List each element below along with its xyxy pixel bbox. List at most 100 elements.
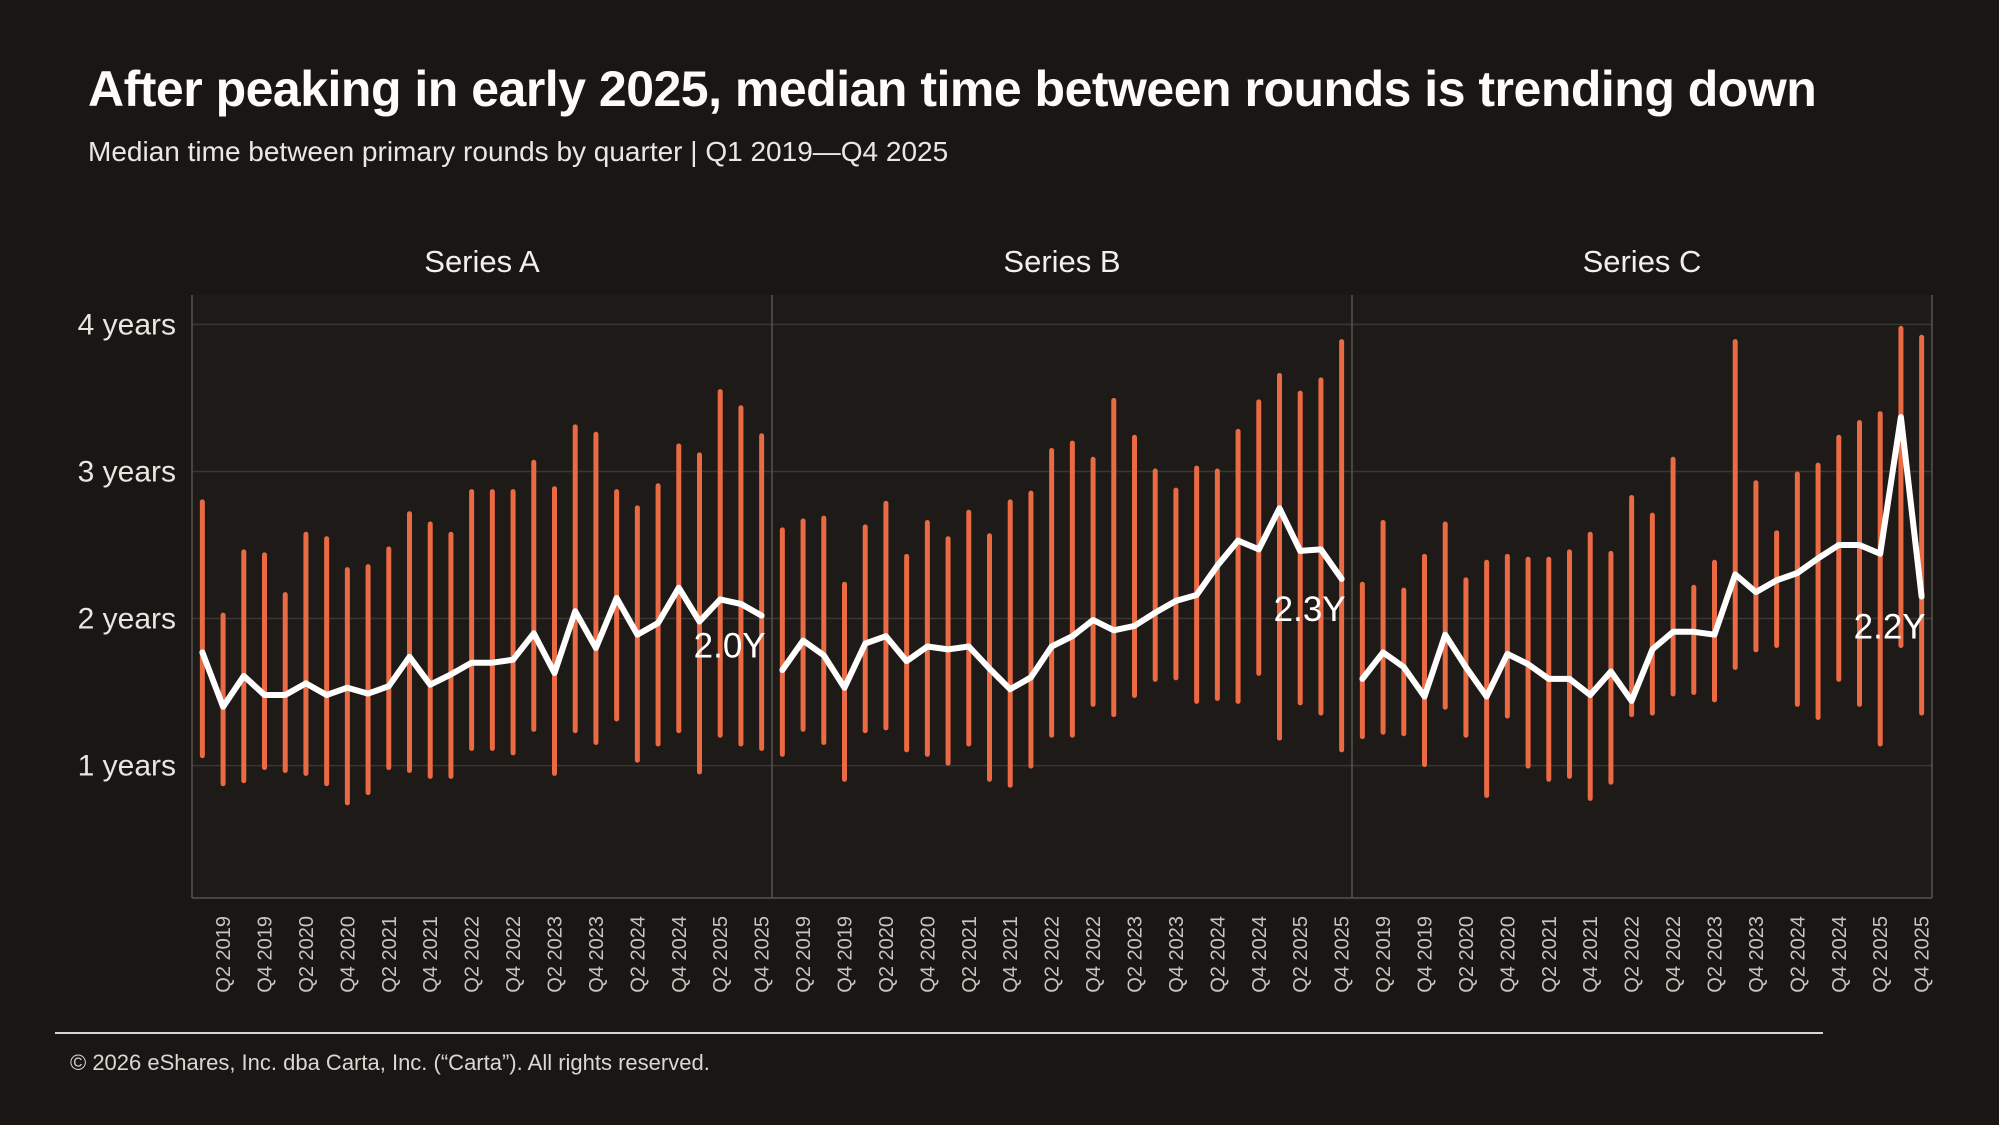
x-axis-tick-label: Q4 2020: [337, 916, 359, 993]
range-bar: [1670, 456, 1676, 697]
x-axis-tick-label: Q4 2025: [1332, 916, 1354, 993]
range-bar: [1898, 325, 1904, 648]
range-bar: [1919, 334, 1925, 716]
median-line: [779, 505, 1345, 693]
range-bar: [1422, 553, 1427, 768]
x-axis-tick-label: Q4 2020: [1497, 916, 1519, 993]
range-bar: [800, 518, 806, 732]
range-bar: [199, 499, 205, 759]
range-bar: [697, 452, 702, 775]
x-axis-tick-label: Q4 2023: [586, 916, 608, 993]
x-axis-tick-label: Q4 2023: [1746, 916, 1768, 993]
x-axis-tick-label: Q4 2022: [1663, 916, 1685, 993]
x-axis-tick-label: Q4 2023: [1166, 916, 1188, 993]
range-bar: [1567, 549, 1572, 779]
y-axis-tick-label: 3 years: [78, 455, 176, 488]
range-bar: [738, 405, 744, 747]
range-bar: [1691, 584, 1697, 696]
y-axis-tick-label: 4 years: [78, 308, 176, 341]
x-axis-tick-label: Q4 2022: [1083, 916, 1105, 993]
x-axis-tick-label: Q4 2022: [503, 916, 525, 993]
x-axis-tick-label: Q2 2019: [1373, 916, 1395, 993]
range-bar: [1774, 530, 1780, 648]
range-bar: [1857, 420, 1862, 707]
range-bar: [489, 489, 495, 751]
end-value-annotation: 2.3Y: [1274, 590, 1346, 629]
x-axis-tick-label: Q2 2019: [793, 916, 815, 993]
median-line: [1359, 414, 1925, 704]
range-bar: [1277, 372, 1282, 741]
x-axis-tick-label: Q4 2024: [1249, 916, 1271, 993]
footer-divider: [55, 1032, 1823, 1034]
range-bar: [365, 564, 371, 796]
range-bar: [448, 531, 454, 779]
range-bar: [1877, 411, 1883, 747]
range-bar: [655, 483, 661, 747]
range-bar: [572, 424, 578, 734]
x-axis-tick-label: Q4 2025: [1912, 916, 1934, 993]
range-bar: [1484, 559, 1490, 798]
range-bar: [1546, 556, 1552, 782]
range-bar: [1090, 456, 1096, 707]
range-bar: [1401, 587, 1407, 737]
plot-background: [192, 295, 1932, 898]
x-axis-tick-label: Q2 2024: [1787, 916, 1809, 993]
x-axis-tick-label: Q4 2024: [1829, 916, 1851, 993]
x-axis-tick-label: Q2 2024: [627, 916, 649, 993]
range-bar: [427, 521, 433, 779]
range-bar: [717, 389, 723, 738]
range-bar: [1794, 471, 1800, 707]
range-bar: [1359, 581, 1365, 740]
x-axis-tick-label: Q2 2021: [1539, 916, 1561, 993]
range-bar: [262, 552, 267, 771]
range-bar: [1194, 465, 1200, 704]
range-bar: [883, 500, 889, 731]
x-axis-tick-label: Q2 2021: [959, 916, 981, 993]
range-bar: [1608, 550, 1614, 785]
range-bar: [1214, 468, 1220, 701]
range-bar: [1007, 499, 1013, 788]
x-axis-tick-label: Q2 2022: [462, 916, 484, 993]
x-axis-tick-label: Q2 2021: [379, 916, 401, 993]
page-title: After peaking in early 2025, median time…: [88, 61, 1817, 117]
x-axis-tick-label: Q2 2020: [1456, 916, 1478, 993]
range-bar: [966, 509, 972, 747]
range-bar: [1339, 339, 1345, 753]
x-axis-tick-label: Q4 2019: [835, 916, 857, 993]
range-bar: [1463, 577, 1469, 738]
range-bar: [759, 433, 765, 751]
range-bar: [407, 511, 412, 773]
range-bar: [303, 531, 309, 776]
range-bar: [1111, 397, 1117, 718]
x-axis-tick-label: Q2 2025: [1870, 916, 1892, 993]
range-bar: [1815, 462, 1821, 721]
range-bar: [282, 592, 288, 773]
range-bar: [1442, 521, 1448, 710]
x-axis-tick-label: Q2 2023: [1125, 916, 1147, 993]
range-bar: [821, 515, 827, 746]
range-bar: [593, 431, 599, 746]
copyright-text: © 2026 eShares, Inc. dba Carta, Inc. (“C…: [70, 1050, 710, 1075]
range-bar: [1152, 468, 1158, 682]
range-bar: [1028, 490, 1034, 769]
range-bar: [1587, 531, 1593, 801]
x-axis-tick-label: Q2 2025: [1290, 916, 1312, 993]
range-bar: [552, 486, 557, 776]
y-axis-tick-label: 2 years: [78, 603, 176, 636]
x-axis-tick-label: Q4 2019: [1415, 916, 1437, 993]
range-bar: [510, 489, 516, 756]
x-axis-tick-label: Q4 2021: [420, 916, 442, 993]
range-bar: [1629, 495, 1635, 718]
x-axis-tick-label: Q2 2023: [545, 916, 567, 993]
panel-title-series-a: Series A: [424, 244, 540, 279]
range-bar: [531, 459, 537, 732]
page-subtitle: Median time between primary rounds by qu…: [88, 136, 949, 167]
panel-title-series-c: Series C: [1583, 244, 1702, 279]
x-axis-tick-label: Q2 2024: [1207, 916, 1229, 993]
range-bar: [469, 489, 475, 751]
x-axis-tick-label: Q4 2021: [1000, 916, 1022, 993]
x-axis-tick-label: Q2 2020: [296, 916, 318, 993]
x-axis-tick-label: Q2 2022: [1042, 916, 1064, 993]
